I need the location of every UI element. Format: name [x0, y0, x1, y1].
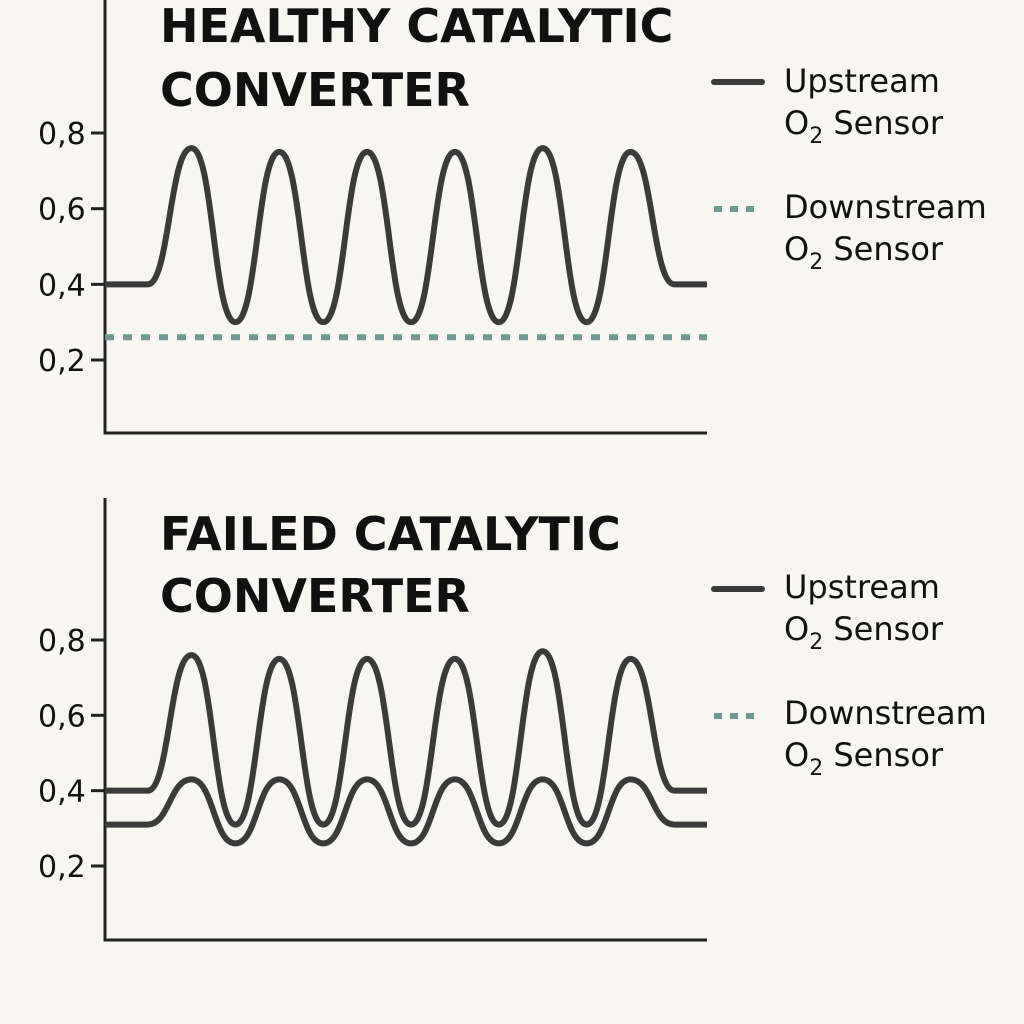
- upstream-series-line: [105, 648, 707, 828]
- legend-item-downstream: Downstream O2 Sensor: [714, 188, 987, 275]
- healthy-chart-panel: HEALTHY CATALYTIC CONVERTER 0,8 0,6 0,4 0,2…: [38, 0, 987, 435]
- chart-title-line-2: CONVERTER: [160, 569, 470, 623]
- legend-sublabel-downstream: O2 Sensor: [784, 230, 944, 275]
- failed-chart-panel: FAILED CATALYTIC CONVERTER 0,80,60,40,2 …: [38, 498, 987, 942]
- legend-sublabel-upstream: O2 Sensor: [784, 610, 944, 655]
- y-tick-label: 0,4: [38, 775, 86, 810]
- axes: [103, 0, 707, 435]
- legend-label-downstream: Downstream: [784, 188, 987, 226]
- legend: Upstream O2 Sensor Downstream O2 Sensor: [711, 568, 987, 781]
- legend-label-downstream: Downstream: [784, 694, 987, 732]
- y-tick-label: 0,6: [38, 699, 86, 734]
- y-tick-label: 0,2: [38, 850, 86, 885]
- legend-sublabel-downstream: O2 Sensor: [784, 736, 944, 781]
- y-tick-label: 0,8: [38, 117, 86, 152]
- downstream-series-line: [105, 776, 707, 847]
- legend: Upstream O2 Sensor Downstream O2 Sensor: [711, 62, 987, 275]
- chart-title-line-1: HEALTHY CATALYTIC: [160, 0, 673, 53]
- y-tick-label: 0,4: [38, 268, 86, 303]
- legend-label-upstream: Upstream: [784, 62, 940, 100]
- plot-area: 0,8 0,6 0,4 0,2: [38, 498, 707, 942]
- plot-area: 0,8 0,6 0,4 0,2: [38, 0, 707, 435]
- y-tick-label: 0,8: [38, 624, 86, 659]
- axes: [103, 498, 707, 942]
- legend-label-upstream: Upstream: [784, 568, 940, 606]
- legend-item-upstream: Upstream O2 Sensor: [711, 62, 944, 149]
- legend-sublabel-upstream: O2 Sensor: [784, 104, 944, 149]
- legend-item-downstream: Downstream O2 Sensor: [714, 694, 987, 781]
- y-tick-label: 0,6: [38, 193, 86, 228]
- chart-title-line-1: FAILED CATALYTIC: [160, 507, 621, 561]
- y-tick-label: 0,2: [38, 344, 86, 379]
- chart-title-line-2: CONVERTER: [160, 63, 470, 117]
- upstream-series-line: [105, 145, 707, 326]
- legend-item-upstream: Upstream O2 Sensor: [711, 568, 944, 655]
